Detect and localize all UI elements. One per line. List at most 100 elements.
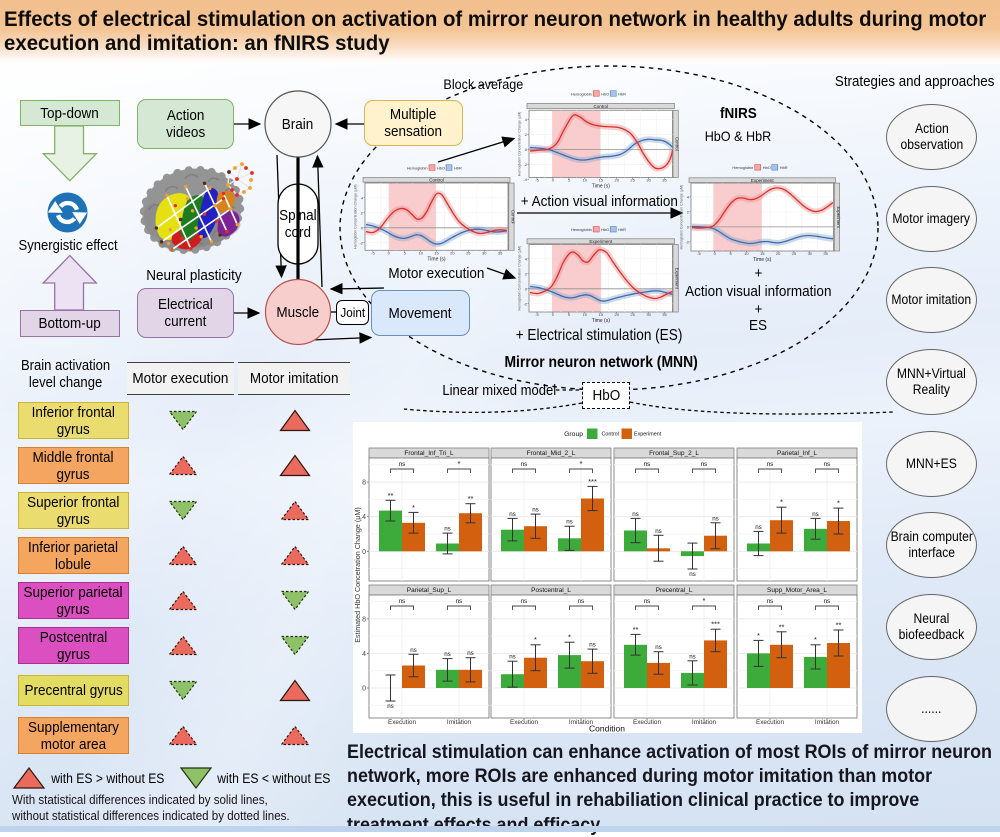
svg-text:HbR: HbR [454,165,462,170]
svg-text:HbO: HbO [601,91,609,96]
svg-text:ns: ns [824,461,831,468]
svg-text:ns: ns [578,598,585,605]
svg-text:-2: -2 [359,240,363,245]
svg-text:30: 30 [646,312,651,317]
svg-text:Group: Group [564,431,583,438]
svg-text:*: * [837,499,840,508]
svg-text:4: 4 [525,117,528,122]
svg-text:*: * [568,633,571,642]
svg-text:*: * [780,498,783,507]
svg-text:5: 5 [568,178,571,183]
svg-text:ns: ns [689,571,696,578]
svg-text:Hemoglobin: Hemoglobin [407,165,428,170]
svg-text:Imitation: Imitation [815,719,840,726]
svg-text:ns: ns [467,650,474,657]
svg-text:**: ** [633,625,639,634]
svg-text:Execution: Execution [388,719,417,726]
svg-text:4: 4 [362,651,366,658]
svg-text:***: *** [711,620,720,629]
svg-text:Time (s): Time (s) [592,184,610,190]
svg-text:-5: -5 [535,178,539,183]
svg-text:ns: ns [456,598,463,605]
svg-text:35: 35 [662,312,667,317]
svg-text:Control: Control [429,178,444,183]
svg-text:Imitation: Imitation [447,719,472,726]
svg-text:Hemoglobin: Hemoglobin [571,91,592,96]
svg-text:30: 30 [646,178,651,183]
svg-text:-5: -5 [371,250,375,255]
svg-text:Precentral_L: Precentral_L [656,587,693,594]
svg-text:*: * [757,631,760,640]
svg-text:ns: ns [410,647,417,654]
svg-text:*: * [458,459,461,468]
svg-text:Control: Control [594,104,609,109]
svg-text:Control: Control [511,210,516,224]
svg-text:0: 0 [552,178,555,183]
svg-text:0: 0 [362,686,366,693]
svg-text:Time (s): Time (s) [753,257,771,263]
svg-text:-2: -2 [523,162,527,167]
svg-text:ns: ns [632,511,639,518]
svg-text:ns: ns [812,511,819,518]
svg-text:ns: ns [755,524,762,531]
svg-text:0: 0 [388,250,391,255]
svg-text:ns: ns [824,598,831,605]
svg-text:***: *** [588,477,597,486]
svg-text:Execution: Execution [756,719,785,726]
svg-text:10: 10 [418,250,423,255]
svg-text:Hemoglobin Concentration Chang: Hemoglobin Concentration Change (μM) [680,185,684,250]
svg-text:HbO: HbO [601,227,609,232]
svg-text:*: * [703,596,706,605]
svg-text:-5: -5 [697,251,701,256]
svg-text:*: * [534,635,537,644]
svg-text:15: 15 [760,251,765,256]
svg-text:Hemoglobin Concentration Chang: Hemoglobin Concentration Change (μM) [354,184,358,249]
svg-text:Frontal_Sup_2_L: Frontal_Sup_2_L [649,450,699,457]
svg-text:Postcentral_L: Postcentral_L [531,587,571,594]
svg-text:Imitation: Imitation [569,719,594,726]
svg-text:HbO: HbO [437,165,445,170]
svg-text:30: 30 [482,250,487,255]
svg-text:-2: -2 [685,239,689,244]
svg-text:25: 25 [630,178,635,183]
svg-text:Experiment: Experiment [634,432,662,438]
svg-text:HbR: HbR [618,227,626,232]
svg-text:30: 30 [808,251,813,256]
svg-text:ns: ns [521,598,528,605]
svg-text:2: 2 [361,210,364,215]
svg-text:5: 5 [729,251,732,256]
svg-text:ns: ns [712,515,719,522]
svg-text:2: 2 [525,271,528,276]
svg-text:0: 0 [361,225,364,230]
svg-text:0: 0 [687,224,690,229]
svg-text:-4: -4 [523,177,527,182]
svg-text:35: 35 [662,178,667,183]
svg-text:35: 35 [498,250,503,255]
svg-text:ns: ns [767,461,774,468]
svg-text:2: 2 [687,209,690,214]
svg-text:0: 0 [552,312,555,317]
svg-text:*: * [412,503,415,512]
svg-text:Parietal_Inf_L: Parietal_Inf_L [777,450,817,457]
svg-text:25: 25 [466,250,471,255]
svg-text:10: 10 [744,251,749,256]
svg-text:ns: ns [644,461,651,468]
svg-text:0: 0 [362,549,366,556]
svg-text:Supp_Motor_Area_L: Supp_Motor_Area_L [767,587,827,594]
svg-text:Frontal_Mid_2_L: Frontal_Mid_2_L [527,450,576,457]
svg-text:25: 25 [792,251,797,256]
svg-text:ns: ns [521,461,528,468]
svg-text:ns: ns [532,507,539,514]
svg-text:Experiment: Experiment [589,239,613,244]
svg-text:Experiment: Experiment [751,178,775,183]
svg-text:ns: ns [767,598,774,605]
svg-text:Hemoglobin: Hemoglobin [571,227,592,232]
svg-text:Parietal_Sup_L: Parietal_Sup_L [407,587,452,594]
svg-text:Experiment: Experiment [675,268,680,290]
svg-text:25: 25 [630,312,635,317]
svg-text:ns: ns [701,461,708,468]
svg-text:ns: ns [589,642,596,649]
svg-text:8: 8 [362,480,366,487]
svg-text:10: 10 [583,312,588,317]
svg-text:Hemoglobin: Hemoglobin [732,165,753,170]
